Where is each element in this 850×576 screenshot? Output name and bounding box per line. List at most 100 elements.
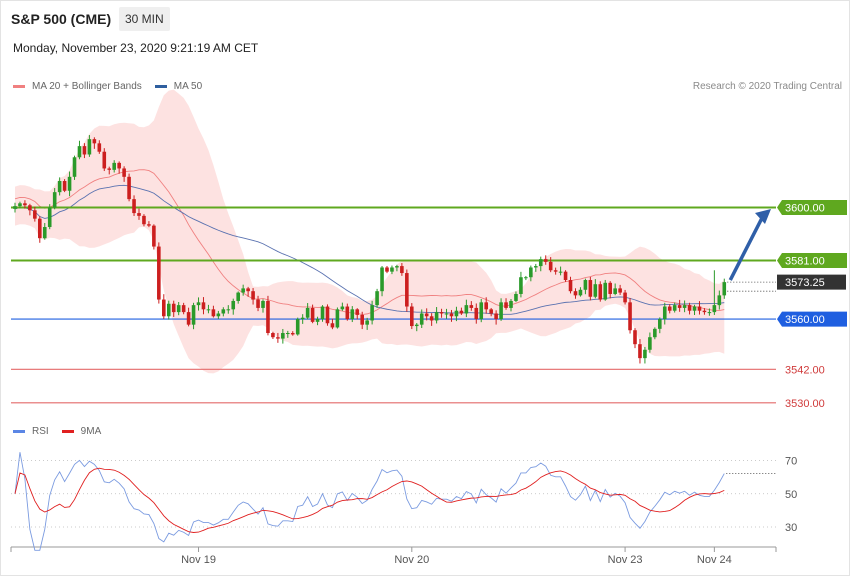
candle-body	[474, 307, 479, 320]
candle-body	[573, 291, 578, 296]
legend-item-9ma: 9MA	[61, 426, 101, 437]
candle-body	[82, 146, 87, 155]
x-axis-ticks: Nov 19 Nov 20 Nov 23 Nov 24	[10, 547, 777, 566]
candle-body	[132, 199, 136, 214]
level-label-resistance: 3600.00	[785, 203, 825, 215]
candle-body	[519, 277, 523, 294]
candle-body	[524, 277, 528, 279]
candle-body	[300, 317, 305, 320]
legend-label-ma50: MA 50	[173, 81, 203, 92]
candle-body	[206, 309, 211, 311]
candle-body	[157, 246, 161, 300]
x-tick-label: Nov 23	[608, 554, 643, 566]
rsi-line	[14, 452, 725, 551]
candle-body	[256, 299, 260, 308]
candle-body	[662, 306, 667, 320]
candle-body	[563, 271, 568, 281]
interval-button[interactable]: 30 MIN	[119, 7, 170, 31]
candle-body	[643, 349, 647, 359]
candle-body	[722, 282, 727, 296]
candle-body	[414, 324, 419, 327]
instrument-title: S&P 500 (CME)	[11, 11, 112, 27]
candle-body	[449, 313, 454, 317]
candle-body	[439, 312, 444, 314]
candle-body	[529, 267, 533, 278]
candle-body	[166, 303, 171, 317]
candle-body	[57, 181, 62, 193]
candle-body	[241, 288, 245, 293]
candle-body	[276, 337, 280, 339]
candle-body	[246, 288, 250, 292]
legend-swatch-rsi	[13, 430, 25, 433]
legend-item-rsi: RSI	[13, 426, 49, 437]
candle-body	[608, 282, 612, 294]
candle-body	[33, 210, 37, 219]
candle-body	[692, 306, 697, 311]
candle-body	[107, 168, 112, 170]
candle-body	[13, 206, 17, 209]
candle-body	[305, 307, 310, 318]
candle-body	[538, 259, 543, 267]
x-tick-label: Nov 24	[697, 554, 732, 566]
candle-body	[712, 305, 717, 313]
candle-body	[499, 302, 503, 320]
candle-body	[28, 205, 32, 211]
rsi-tick-label: 30	[785, 522, 797, 534]
rsi-tick-label: 50	[785, 489, 797, 501]
candle-body	[171, 303, 176, 313]
candle-body	[211, 309, 216, 317]
candle-body	[514, 293, 518, 301]
candle-body	[127, 176, 131, 200]
candle-body	[633, 330, 637, 345]
candle-body	[201, 302, 206, 310]
candle-body	[23, 203, 27, 206]
candle-body	[236, 292, 240, 301]
candle-body	[181, 305, 186, 313]
candle-body	[424, 313, 429, 317]
candle-body	[638, 344, 642, 359]
legend-item-ma50: MA 50	[154, 81, 203, 92]
forecast-arrow	[728, 215, 765, 281]
candle-body	[18, 203, 22, 207]
candle-body	[350, 309, 355, 320]
candle-body	[231, 300, 236, 310]
candle-body	[152, 225, 156, 247]
candle-body	[429, 316, 434, 321]
legend-item-ma20: MA 20 + Bollinger Bands	[13, 81, 142, 92]
candle-body	[717, 295, 722, 306]
level-tag-pivot	[777, 311, 847, 327]
candle-body	[251, 291, 255, 300]
candle-body	[405, 273, 409, 307]
legend-swatch-ma50	[154, 85, 167, 88]
candle-body	[653, 328, 657, 338]
candle-body	[628, 302, 632, 331]
rsi-legend: RSI 9MA	[13, 426, 114, 437]
rsi-tick-label: 70	[785, 456, 797, 468]
candle-body	[558, 271, 563, 273]
candle-body	[504, 302, 508, 308]
x-tick-label: Nov 19	[181, 554, 216, 566]
candle-body	[672, 305, 677, 311]
candle-body	[479, 302, 484, 320]
legend-label-rsi: RSI	[32, 426, 49, 437]
candle-body	[434, 312, 439, 321]
candle-body	[355, 309, 360, 315]
candle-body	[400, 266, 404, 274]
candle-body	[583, 280, 588, 290]
x-tick-label: Nov 20	[394, 554, 429, 566]
candle-body	[697, 306, 702, 311]
candle-body	[702, 310, 707, 313]
candle-body	[687, 305, 692, 311]
candle-body	[494, 313, 498, 320]
last-price-label: 3573.25	[785, 277, 825, 289]
candle-body	[286, 333, 290, 335]
candle-body	[122, 168, 126, 177]
candle-body	[226, 309, 231, 311]
rsi-pane: 70 50 30	[11, 452, 797, 551]
candle-body	[623, 292, 627, 303]
candle-body	[603, 282, 608, 300]
candle-body	[613, 288, 617, 294]
candle-body	[588, 280, 593, 297]
level-label-pivot: 3560.00	[785, 314, 825, 326]
